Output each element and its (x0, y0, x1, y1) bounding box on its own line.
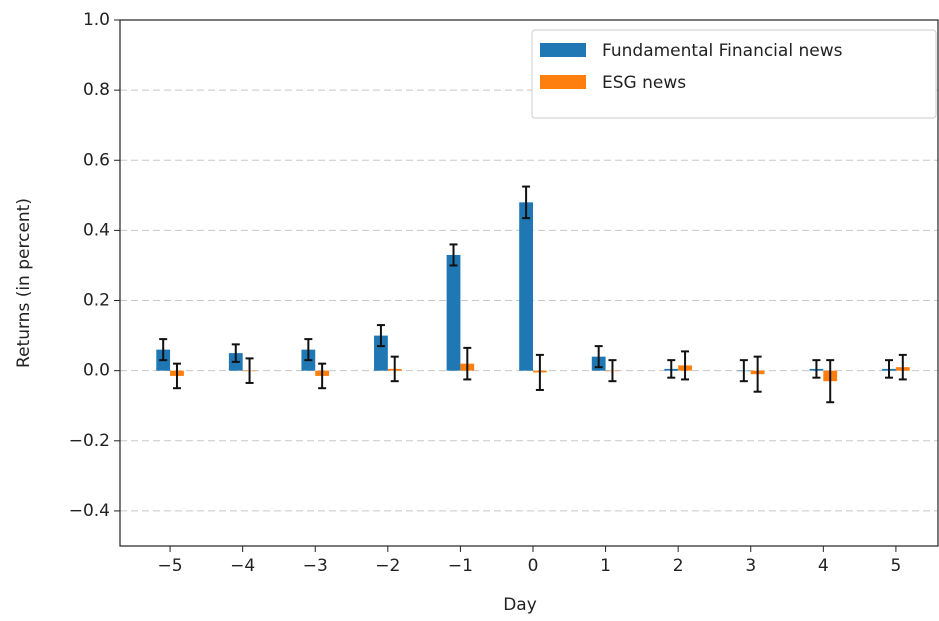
legend-swatch (540, 43, 586, 57)
error-bar (739, 359, 748, 383)
x-tick-label: −4 (230, 556, 255, 576)
error-bar (245, 357, 254, 384)
error-bar (522, 185, 531, 220)
error-bar (535, 353, 544, 391)
y-tick-label: 0.0 (83, 361, 110, 381)
plot-frame (119, 19, 939, 547)
y-tick-label: −0.2 (69, 431, 110, 451)
y-axis-label: Returns (in percent) (14, 198, 34, 368)
error-bar (318, 362, 327, 390)
x-tick-label: −1 (448, 556, 473, 576)
legend-label: Fundamental Financial news (602, 41, 843, 61)
x-tick-label: 0 (528, 556, 539, 576)
x-tick-label: −2 (375, 556, 400, 576)
error-bar (885, 359, 894, 379)
x-tick-label: 2 (673, 556, 684, 576)
error-bar (159, 338, 168, 362)
y-tick-label: 0.8 (83, 80, 110, 100)
y-tick-label: 0.2 (83, 291, 110, 311)
error-bar (172, 362, 181, 390)
x-tick-label: 5 (890, 556, 901, 576)
bar (374, 335, 388, 371)
y-tick-label: 1.0 (83, 10, 110, 30)
x-tick-label: 3 (745, 556, 756, 576)
x-tick-label: 1 (600, 556, 611, 576)
y-tick-label: 0.4 (83, 220, 110, 240)
error-bar (231, 343, 240, 363)
error-bar (608, 359, 617, 383)
x-axis-label: Day (503, 595, 537, 615)
legend-box (531, 29, 937, 119)
y-tick-label: 0.6 (83, 150, 110, 170)
legend-swatch (540, 75, 586, 89)
error-bar (898, 353, 907, 381)
error-bar (449, 243, 458, 267)
legend-label: ESG news (602, 73, 686, 93)
x-tick-label: −5 (158, 556, 183, 576)
error-bar (376, 324, 385, 348)
error-bar (681, 350, 690, 381)
bar (519, 202, 533, 371)
bar (446, 254, 461, 371)
error-bar (390, 355, 399, 383)
error-bar (826, 359, 835, 404)
y-tick-label: −0.4 (69, 501, 110, 521)
error-bar (463, 346, 472, 381)
error-bar (753, 355, 762, 393)
x-tick-label: −3 (303, 556, 328, 576)
error-bar (667, 359, 676, 379)
error-bar (812, 359, 821, 379)
error-bar (594, 345, 603, 369)
x-tick-label: 4 (818, 556, 829, 576)
error-bar (304, 338, 313, 362)
